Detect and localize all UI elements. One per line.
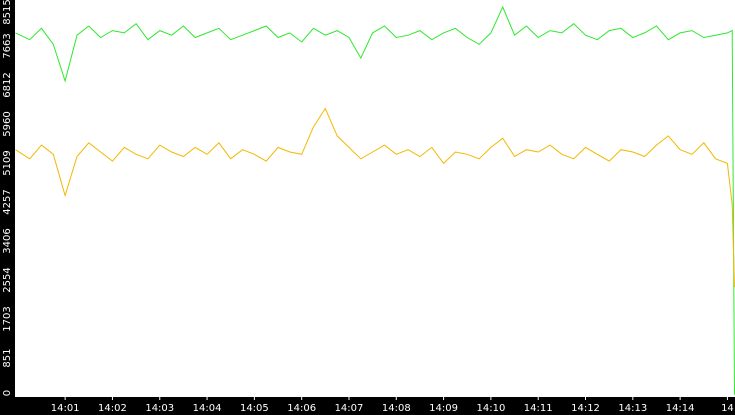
x-tick-label: 14:11 [524,403,553,414]
x-tick-label: 14:05 [240,403,269,414]
y-tick-label: 851 [2,348,13,367]
x-tick-label: 14:01 [51,403,80,414]
y-tick-label: 5960 [2,111,13,136]
series-line [15,5,735,395]
x-tick-label: 14:08 [382,403,411,414]
x-tick-label: 14:04 [193,403,222,414]
plot-area [15,0,735,397]
y-tick-label: 2554 [2,267,13,292]
y-tick-label: 6812 [2,72,13,97]
x-tick-label: 14:02 [98,403,127,414]
x-tick-label: 14:13 [618,403,647,414]
y-tick-label: 4257 [2,189,13,214]
y-tick-label: 7663 [2,33,13,58]
x-tick-label: 14:07 [335,403,364,414]
y-tick-label: 3406 [2,228,13,253]
x-tick-label: 14:03 [145,403,174,414]
x-tick-label: 14:06 [287,403,316,414]
y-tick-label: 0 [2,390,13,396]
x-tick-label: 14:09 [429,403,458,414]
y-tick-label: 8515 [2,0,13,25]
x-tick-label: 14:10 [476,403,505,414]
x-tick-label: 14 [721,403,734,414]
x-tick-label: 14:12 [571,403,600,414]
series-line [15,107,735,288]
x-tick-label: 14:14 [666,403,695,414]
y-tick-label: 5109 [2,150,13,175]
y-tick-label: 1703 [2,306,13,331]
